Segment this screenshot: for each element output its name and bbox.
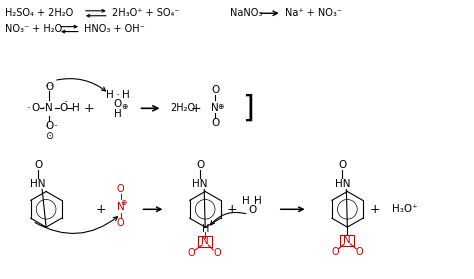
Text: ··: ··: [49, 82, 54, 91]
Text: O: O: [31, 103, 39, 113]
Text: H: H: [201, 224, 209, 234]
Text: ⊙: ⊙: [45, 131, 53, 141]
Text: ··: ··: [63, 98, 68, 107]
Text: +: +: [370, 203, 381, 216]
Text: ··: ··: [27, 104, 31, 113]
Text: H₂SO₄ + 2H₂O: H₂SO₄ + 2H₂O: [5, 8, 73, 18]
Text: O: O: [213, 248, 221, 258]
Text: +: +: [95, 203, 106, 216]
Text: H: H: [254, 196, 262, 206]
Text: ]: ]: [242, 94, 254, 123]
Text: NO₃⁻ + H₂O: NO₃⁻ + H₂O: [5, 24, 63, 34]
Text: N: N: [117, 202, 125, 212]
Text: O: O: [45, 81, 53, 92]
Text: ··: ··: [253, 197, 258, 206]
Text: O: O: [45, 121, 53, 131]
Text: H: H: [122, 90, 129, 100]
Text: ··: ··: [53, 122, 58, 131]
Text: O: O: [59, 103, 67, 113]
Text: N: N: [344, 235, 351, 245]
Text: ··: ··: [45, 122, 49, 131]
Text: NaNO₃: NaNO₃: [230, 8, 263, 18]
Text: ··: ··: [45, 82, 49, 91]
Text: ⊕: ⊕: [121, 102, 128, 111]
Text: O: O: [211, 85, 219, 95]
Text: HN: HN: [335, 179, 350, 189]
Text: ··: ··: [115, 91, 119, 100]
Text: O: O: [356, 247, 363, 257]
Text: H: H: [72, 103, 80, 113]
Text: ··: ··: [41, 104, 46, 113]
Text: O: O: [117, 218, 125, 228]
Text: +: +: [227, 203, 237, 216]
Text: H: H: [106, 90, 114, 100]
Text: O: O: [34, 160, 42, 170]
Text: O: O: [196, 160, 204, 170]
Text: O: O: [114, 99, 122, 109]
Text: N: N: [45, 103, 53, 113]
Text: O: O: [332, 247, 339, 257]
Text: N: N: [211, 103, 219, 113]
Text: N: N: [201, 236, 209, 246]
Text: 2H₃O⁺ + SO₄⁻: 2H₃O⁺ + SO₄⁻: [112, 8, 179, 18]
Text: +: +: [83, 102, 94, 115]
Text: 2H₂O: 2H₂O: [170, 103, 195, 113]
Text: ⊕: ⊕: [217, 102, 223, 111]
Text: Na⁺ + NO₃⁻: Na⁺ + NO₃⁻: [285, 8, 342, 18]
Text: O: O: [338, 160, 346, 170]
Text: +: +: [191, 102, 201, 115]
Text: ··: ··: [243, 210, 248, 219]
Text: O: O: [117, 184, 125, 194]
Text: HNO₃ + OH⁻: HNO₃ + OH⁻: [84, 24, 145, 34]
Text: HN: HN: [30, 179, 46, 189]
Text: O: O: [187, 248, 195, 258]
Text: O: O: [249, 205, 257, 215]
Text: H: H: [114, 109, 121, 119]
Text: ⊕: ⊕: [120, 198, 127, 207]
Text: O: O: [211, 118, 219, 128]
Text: H₃O⁺: H₃O⁺: [392, 204, 418, 214]
Text: HN: HN: [192, 179, 208, 189]
Text: H: H: [242, 196, 250, 206]
